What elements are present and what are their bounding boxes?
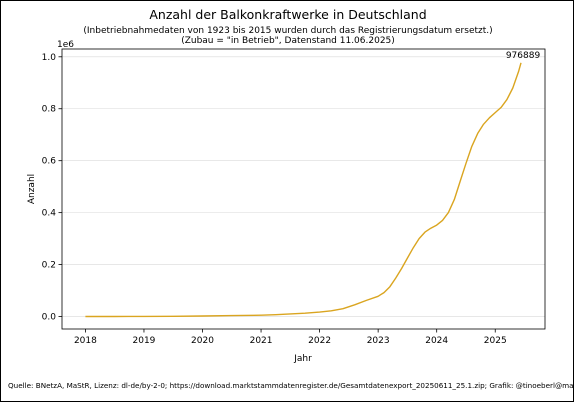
y-tick-label: 0.4 — [42, 209, 57, 219]
y-tick-label: 0.8 — [42, 105, 57, 115]
series-end-label: 976889 — [506, 51, 541, 61]
x-axis-label: Jahr — [293, 354, 312, 364]
chart-subtitle-line-2: (Zubau = "in Betrieb", Datenstand 11.06.… — [181, 36, 395, 46]
x-tick-label: 2019 — [133, 336, 156, 346]
x-tick-label: 2021 — [250, 336, 273, 346]
chart-subtitle-line-1: (Inbetriebnahmedaten von 1923 bis 2015 w… — [83, 26, 492, 36]
x-tick-label: 2018 — [74, 336, 97, 346]
y-tick-label: 1.0 — [42, 53, 57, 63]
x-tick-label: 2020 — [191, 336, 214, 346]
series-line — [85, 62, 522, 318]
y-axis-label: Anzahl — [27, 174, 37, 204]
y-tick-label: 0.0 — [42, 313, 57, 323]
y-tick-label: 0.6 — [42, 157, 57, 167]
plot-area — [61, 48, 546, 330]
x-tick-label: 2022 — [308, 336, 331, 346]
y-offset-label: 1e6 — [57, 40, 74, 50]
x-tick-label: 2024 — [425, 336, 448, 346]
chart-title: Anzahl der Balkonkraftwerke in Deutschla… — [149, 7, 426, 22]
x-tick-label: 2025 — [484, 336, 507, 346]
y-tick-label: 0.2 — [42, 261, 56, 271]
x-tick-label: 2023 — [367, 336, 390, 346]
source-note: Quelle: BNetzA, MaStR, Lizenz: dl-de/by-… — [8, 381, 573, 390]
